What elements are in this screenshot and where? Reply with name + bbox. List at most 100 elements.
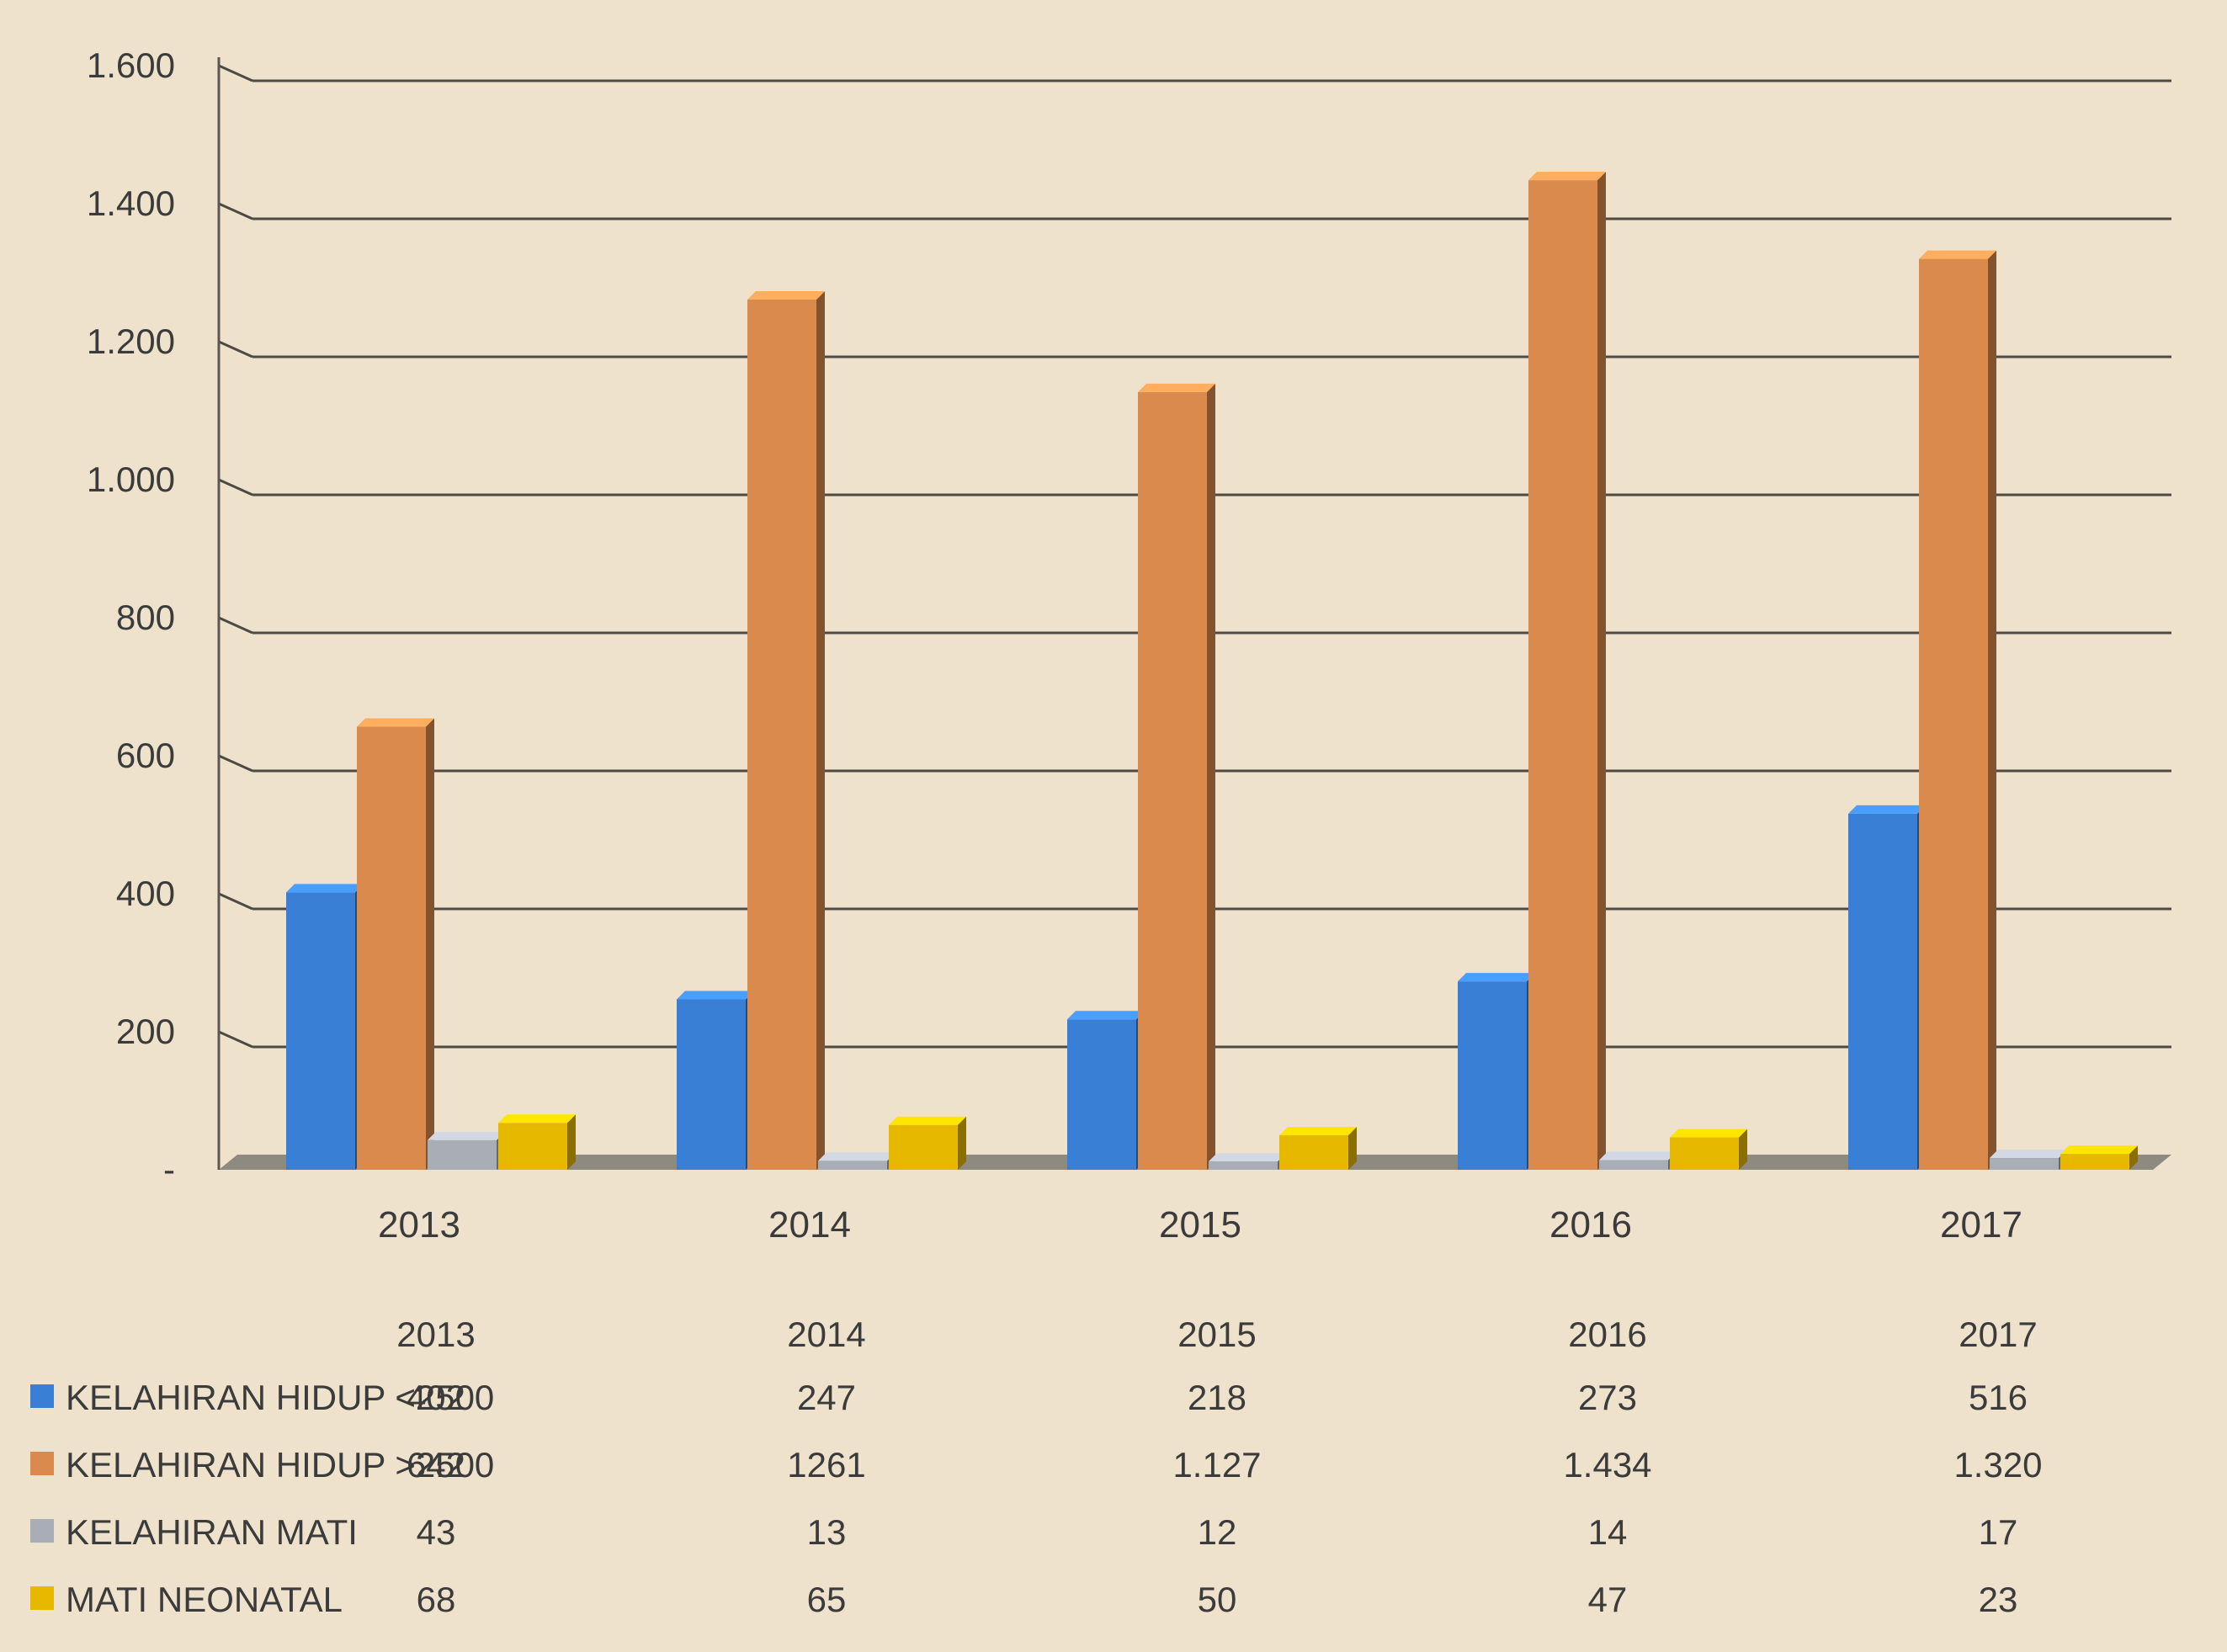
x-tick-label: 2014 xyxy=(768,1204,851,1246)
bar xyxy=(498,1123,567,1170)
bar-top xyxy=(1458,973,1535,982)
bar-side xyxy=(816,290,825,1171)
table-cell: 218 xyxy=(1188,1378,1246,1417)
table-header: 2016 xyxy=(1568,1315,1646,1354)
bar xyxy=(677,999,746,1170)
gridline-diagonal xyxy=(218,64,253,82)
table-header: 2015 xyxy=(1177,1315,1256,1354)
table-cell: 47 xyxy=(1588,1580,1628,1619)
y-tick-label: - xyxy=(163,1150,175,1189)
gridline-diagonal xyxy=(218,340,253,359)
bar-top xyxy=(1848,805,1926,814)
legend-label: KELAHIRAN MATI xyxy=(66,1512,358,1552)
bar-side xyxy=(426,718,434,1170)
table-cell: 68 xyxy=(417,1580,456,1619)
bar xyxy=(1990,1158,2059,1170)
gridline-diagonal xyxy=(218,202,253,220)
y-tick-label: 200 xyxy=(116,1012,175,1051)
y-tick-label: 400 xyxy=(116,874,175,913)
table-cell: 50 xyxy=(1198,1580,1237,1619)
bar xyxy=(747,299,816,1171)
bar xyxy=(1670,1137,1739,1170)
bar-side xyxy=(1739,1129,1747,1170)
legend-swatch xyxy=(30,1452,54,1475)
bar-side xyxy=(1597,172,1606,1170)
table-cell: 516 xyxy=(1969,1378,2028,1417)
x-tick-label: 2015 xyxy=(1159,1204,1241,1246)
bar xyxy=(1138,391,1207,1170)
y-tick-label: 1.200 xyxy=(87,321,175,361)
table-cell: 14 xyxy=(1588,1512,1628,1552)
legend-label: KELAHIRAN HIDUP >2500 xyxy=(66,1445,494,1485)
bar-top xyxy=(1279,1127,1357,1135)
table-cell: 247 xyxy=(797,1378,856,1417)
bar-top xyxy=(428,1131,505,1140)
bar-top xyxy=(1599,1151,1677,1161)
table-cell: 642 xyxy=(407,1445,465,1485)
bar-top xyxy=(747,290,825,300)
gridline-diagonal xyxy=(218,1030,253,1049)
bar xyxy=(1599,1160,1668,1170)
bar-top xyxy=(1528,172,1606,181)
bar xyxy=(1848,813,1917,1170)
table-cell: 43 xyxy=(417,1512,456,1552)
table-header: 2013 xyxy=(396,1315,475,1354)
bar xyxy=(1458,981,1527,1170)
table-header: 2014 xyxy=(787,1315,865,1354)
bar xyxy=(286,892,355,1170)
table-cell: 1.127 xyxy=(1172,1445,1261,1485)
table-cell: 12 xyxy=(1198,1512,1237,1552)
legend-label: KELAHIRAN HIDUP <2500 xyxy=(66,1378,494,1417)
table-cell: 65 xyxy=(807,1580,847,1619)
bar-top xyxy=(286,884,364,893)
bar-top xyxy=(1919,250,1996,259)
gridline-diagonal xyxy=(218,616,253,635)
bar-top xyxy=(889,1116,966,1125)
bar xyxy=(357,726,426,1170)
table-cell: 17 xyxy=(1979,1512,2018,1552)
bar-top xyxy=(357,718,434,727)
bar-area xyxy=(286,172,2138,1171)
bar-top xyxy=(2060,1145,2138,1155)
table-cell: 402 xyxy=(407,1378,465,1417)
table-cell: 23 xyxy=(1979,1580,2018,1619)
x-axis: 2013 2014 2015 2016 2017 xyxy=(378,1204,2022,1246)
bar-side xyxy=(958,1116,966,1170)
x-tick-label: 2017 xyxy=(1940,1204,2022,1246)
bar-top xyxy=(1209,1153,1286,1162)
table-cell: 13 xyxy=(807,1512,847,1552)
bar xyxy=(818,1161,887,1170)
table-cell: 273 xyxy=(1578,1378,1637,1417)
bar-top xyxy=(677,991,754,1000)
x-tick-label: 2016 xyxy=(1549,1204,1632,1246)
legend-swatch xyxy=(30,1384,54,1408)
legend-label: MATI NEONATAL xyxy=(66,1580,343,1619)
bar-top xyxy=(1990,1150,2067,1159)
bar xyxy=(889,1124,958,1170)
y-tick-label: 1.400 xyxy=(87,183,175,223)
data-table: 2013 2014 2015 2016 2017 KELAHIRAN HIDUP <250… xyxy=(30,1315,2043,1619)
bar xyxy=(1279,1135,1348,1170)
bar xyxy=(1919,258,1988,1171)
bar-top xyxy=(818,1152,896,1161)
table-cell: 1261 xyxy=(787,1445,865,1485)
table-cell: 1.320 xyxy=(1953,1445,2042,1485)
bar-side xyxy=(567,1114,576,1170)
bar xyxy=(1209,1161,1278,1170)
bar-top xyxy=(1067,1011,1145,1020)
bar-top xyxy=(498,1114,576,1123)
bar-side xyxy=(1207,383,1215,1170)
gridline-diagonal xyxy=(218,478,253,497)
bar-top xyxy=(1138,383,1215,392)
bar xyxy=(1067,1019,1136,1170)
legend-swatch xyxy=(30,1586,54,1610)
y-tick-label: 600 xyxy=(116,736,175,775)
gridline-diagonal xyxy=(218,754,253,773)
bar xyxy=(2060,1154,2129,1170)
y-tick-label: 1.000 xyxy=(87,459,175,499)
bar-side xyxy=(2129,1145,2138,1170)
table-cell: 1.434 xyxy=(1563,1445,1651,1485)
table-header: 2017 xyxy=(1959,1315,2037,1354)
legend-swatch xyxy=(30,1519,54,1543)
